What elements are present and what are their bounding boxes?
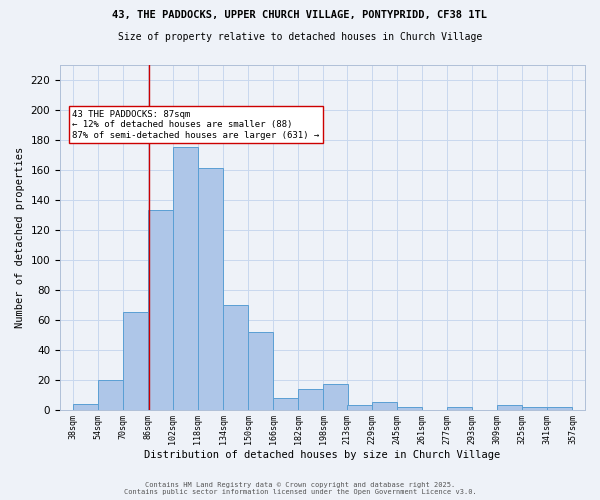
Bar: [248, 332, 273, 409]
Bar: [347, 405, 372, 409]
Bar: [98, 380, 123, 410]
Bar: [547, 406, 572, 410]
Bar: [447, 406, 472, 410]
Y-axis label: Number of detached properties: Number of detached properties: [15, 146, 25, 328]
X-axis label: Distribution of detached houses by size in Church Village: Distribution of detached houses by size …: [145, 450, 500, 460]
Text: 43, THE PADDOCKS, UPPER CHURCH VILLAGE, PONTYPRIDD, CF38 1TL: 43, THE PADDOCKS, UPPER CHURCH VILLAGE, …: [113, 10, 487, 20]
Bar: [397, 406, 422, 410]
Bar: [523, 406, 547, 410]
Bar: [273, 398, 298, 409]
Bar: [298, 388, 323, 409]
Bar: [123, 312, 148, 410]
Bar: [497, 405, 523, 409]
Bar: [73, 404, 98, 409]
Bar: [198, 168, 223, 410]
Bar: [372, 402, 397, 409]
Text: Contains HM Land Registry data © Crown copyright and database right 2025.
Contai: Contains HM Land Registry data © Crown c…: [124, 482, 476, 495]
Bar: [148, 210, 173, 410]
Bar: [223, 304, 248, 410]
Bar: [323, 384, 349, 409]
Bar: [173, 148, 198, 410]
Text: 43 THE PADDOCKS: 87sqm
← 12% of detached houses are smaller (88)
87% of semi-det: 43 THE PADDOCKS: 87sqm ← 12% of detached…: [72, 110, 320, 140]
Text: Size of property relative to detached houses in Church Village: Size of property relative to detached ho…: [118, 32, 482, 42]
